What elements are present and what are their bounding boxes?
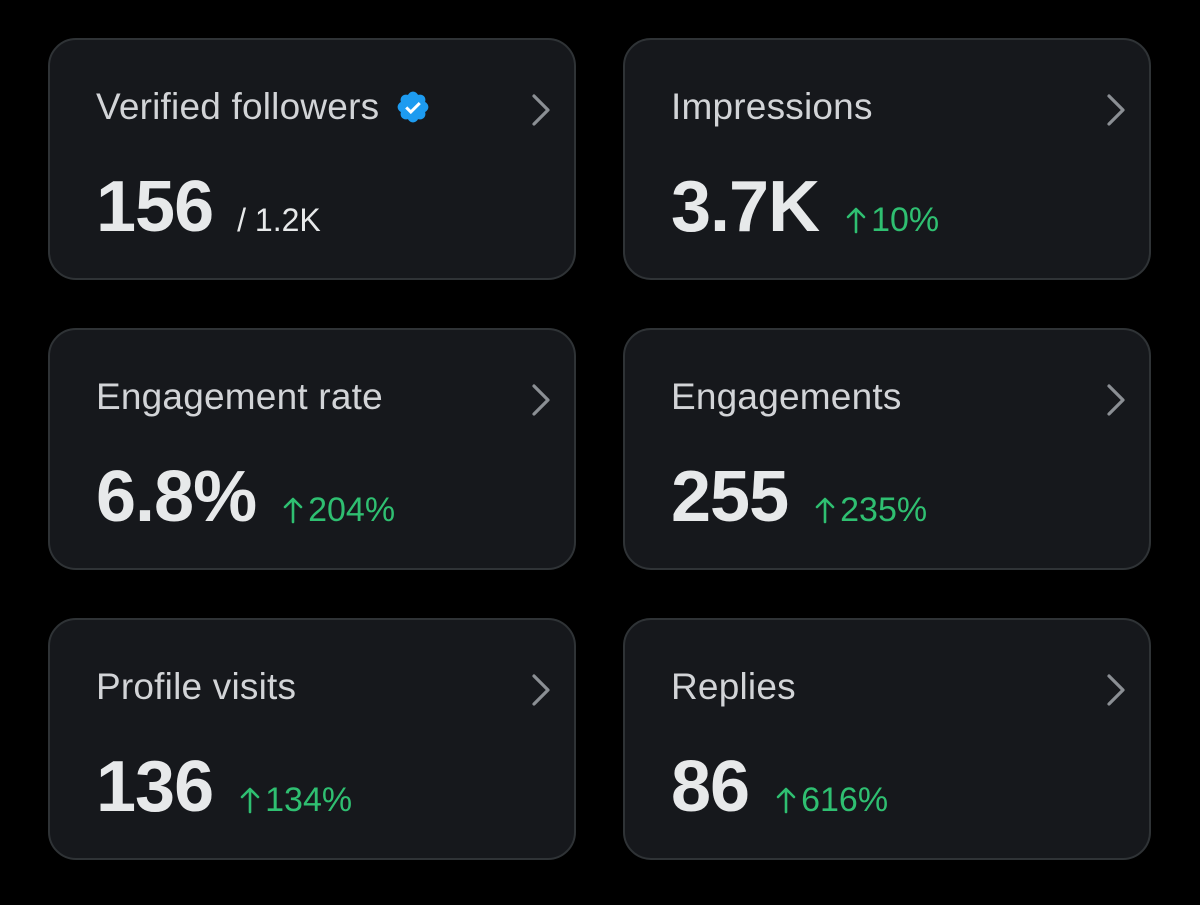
card-label-text: Profile visits [96, 666, 297, 707]
card-label: Engagement rate [96, 376, 383, 418]
card-value-row: 3.7K 10% [671, 166, 939, 248]
card-value: 255 [671, 457, 789, 537]
arrow-up-icon [240, 787, 260, 814]
card-label-text: Impressions [671, 86, 873, 127]
card-impressions[interactable]: Impressions 3.7K 10% [623, 38, 1151, 280]
card-value-row: 6.8% 204% [96, 456, 395, 538]
chevron-right-icon[interactable] [1105, 92, 1127, 128]
card-label: Replies [671, 666, 796, 708]
card-label: Impressions [671, 86, 873, 128]
card-sub-value: / 1.2K [237, 202, 321, 238]
arrow-up-icon [846, 207, 866, 234]
card-value: 136 [96, 747, 214, 827]
card-delta-text: 616% [801, 781, 889, 819]
chevron-right-icon[interactable] [530, 382, 552, 418]
card-profile-visits[interactable]: Profile visits 136 134% [48, 618, 576, 860]
card-delta-text: 235% [840, 491, 928, 529]
card-label: Verified followers [96, 86, 431, 128]
card-delta: 204% [282, 491, 395, 530]
card-delta-text: 10% [871, 201, 940, 239]
card-delta: 616% [775, 781, 888, 820]
card-label-text: Replies [671, 666, 796, 707]
card-value: 86 [671, 747, 750, 827]
card-replies[interactable]: Replies 86 616% [623, 618, 1151, 860]
card-label-text: Engagement rate [96, 376, 383, 417]
chevron-right-icon[interactable] [530, 672, 552, 708]
card-label-text: Engagements [671, 376, 902, 417]
card-engagements[interactable]: Engagements 255 235% [623, 328, 1151, 570]
card-verified-followers[interactable]: Verified followers 156 / 1.2K [48, 38, 576, 280]
card-value-row: 86 616% [671, 746, 888, 828]
card-engagement-rate[interactable]: Engagement rate 6.8% 204% [48, 328, 576, 570]
card-delta-text: 204% [308, 491, 396, 529]
card-delta-text: 134% [265, 781, 353, 819]
card-value-row: 156 / 1.2K [96, 166, 321, 248]
card-value: 6.8% [96, 457, 257, 537]
card-value: 156 [96, 167, 214, 247]
card-delta: 235% [814, 491, 927, 530]
chevron-right-icon[interactable] [1105, 382, 1127, 418]
card-delta: 10% [845, 201, 939, 240]
arrow-up-icon [283, 497, 303, 524]
card-delta: 134% [239, 781, 352, 820]
verified-badge-icon [397, 91, 429, 123]
card-value: 3.7K [671, 167, 820, 247]
card-value-row: 136 134% [96, 746, 352, 828]
arrow-up-icon [815, 497, 835, 524]
chevron-right-icon[interactable] [530, 92, 552, 128]
card-label: Engagements [671, 376, 902, 418]
arrow-up-icon [776, 787, 796, 814]
card-value-row: 255 235% [671, 456, 927, 538]
card-label: Profile visits [96, 666, 296, 708]
chevron-right-icon[interactable] [1105, 672, 1127, 708]
card-label-text: Verified followers [96, 86, 380, 127]
